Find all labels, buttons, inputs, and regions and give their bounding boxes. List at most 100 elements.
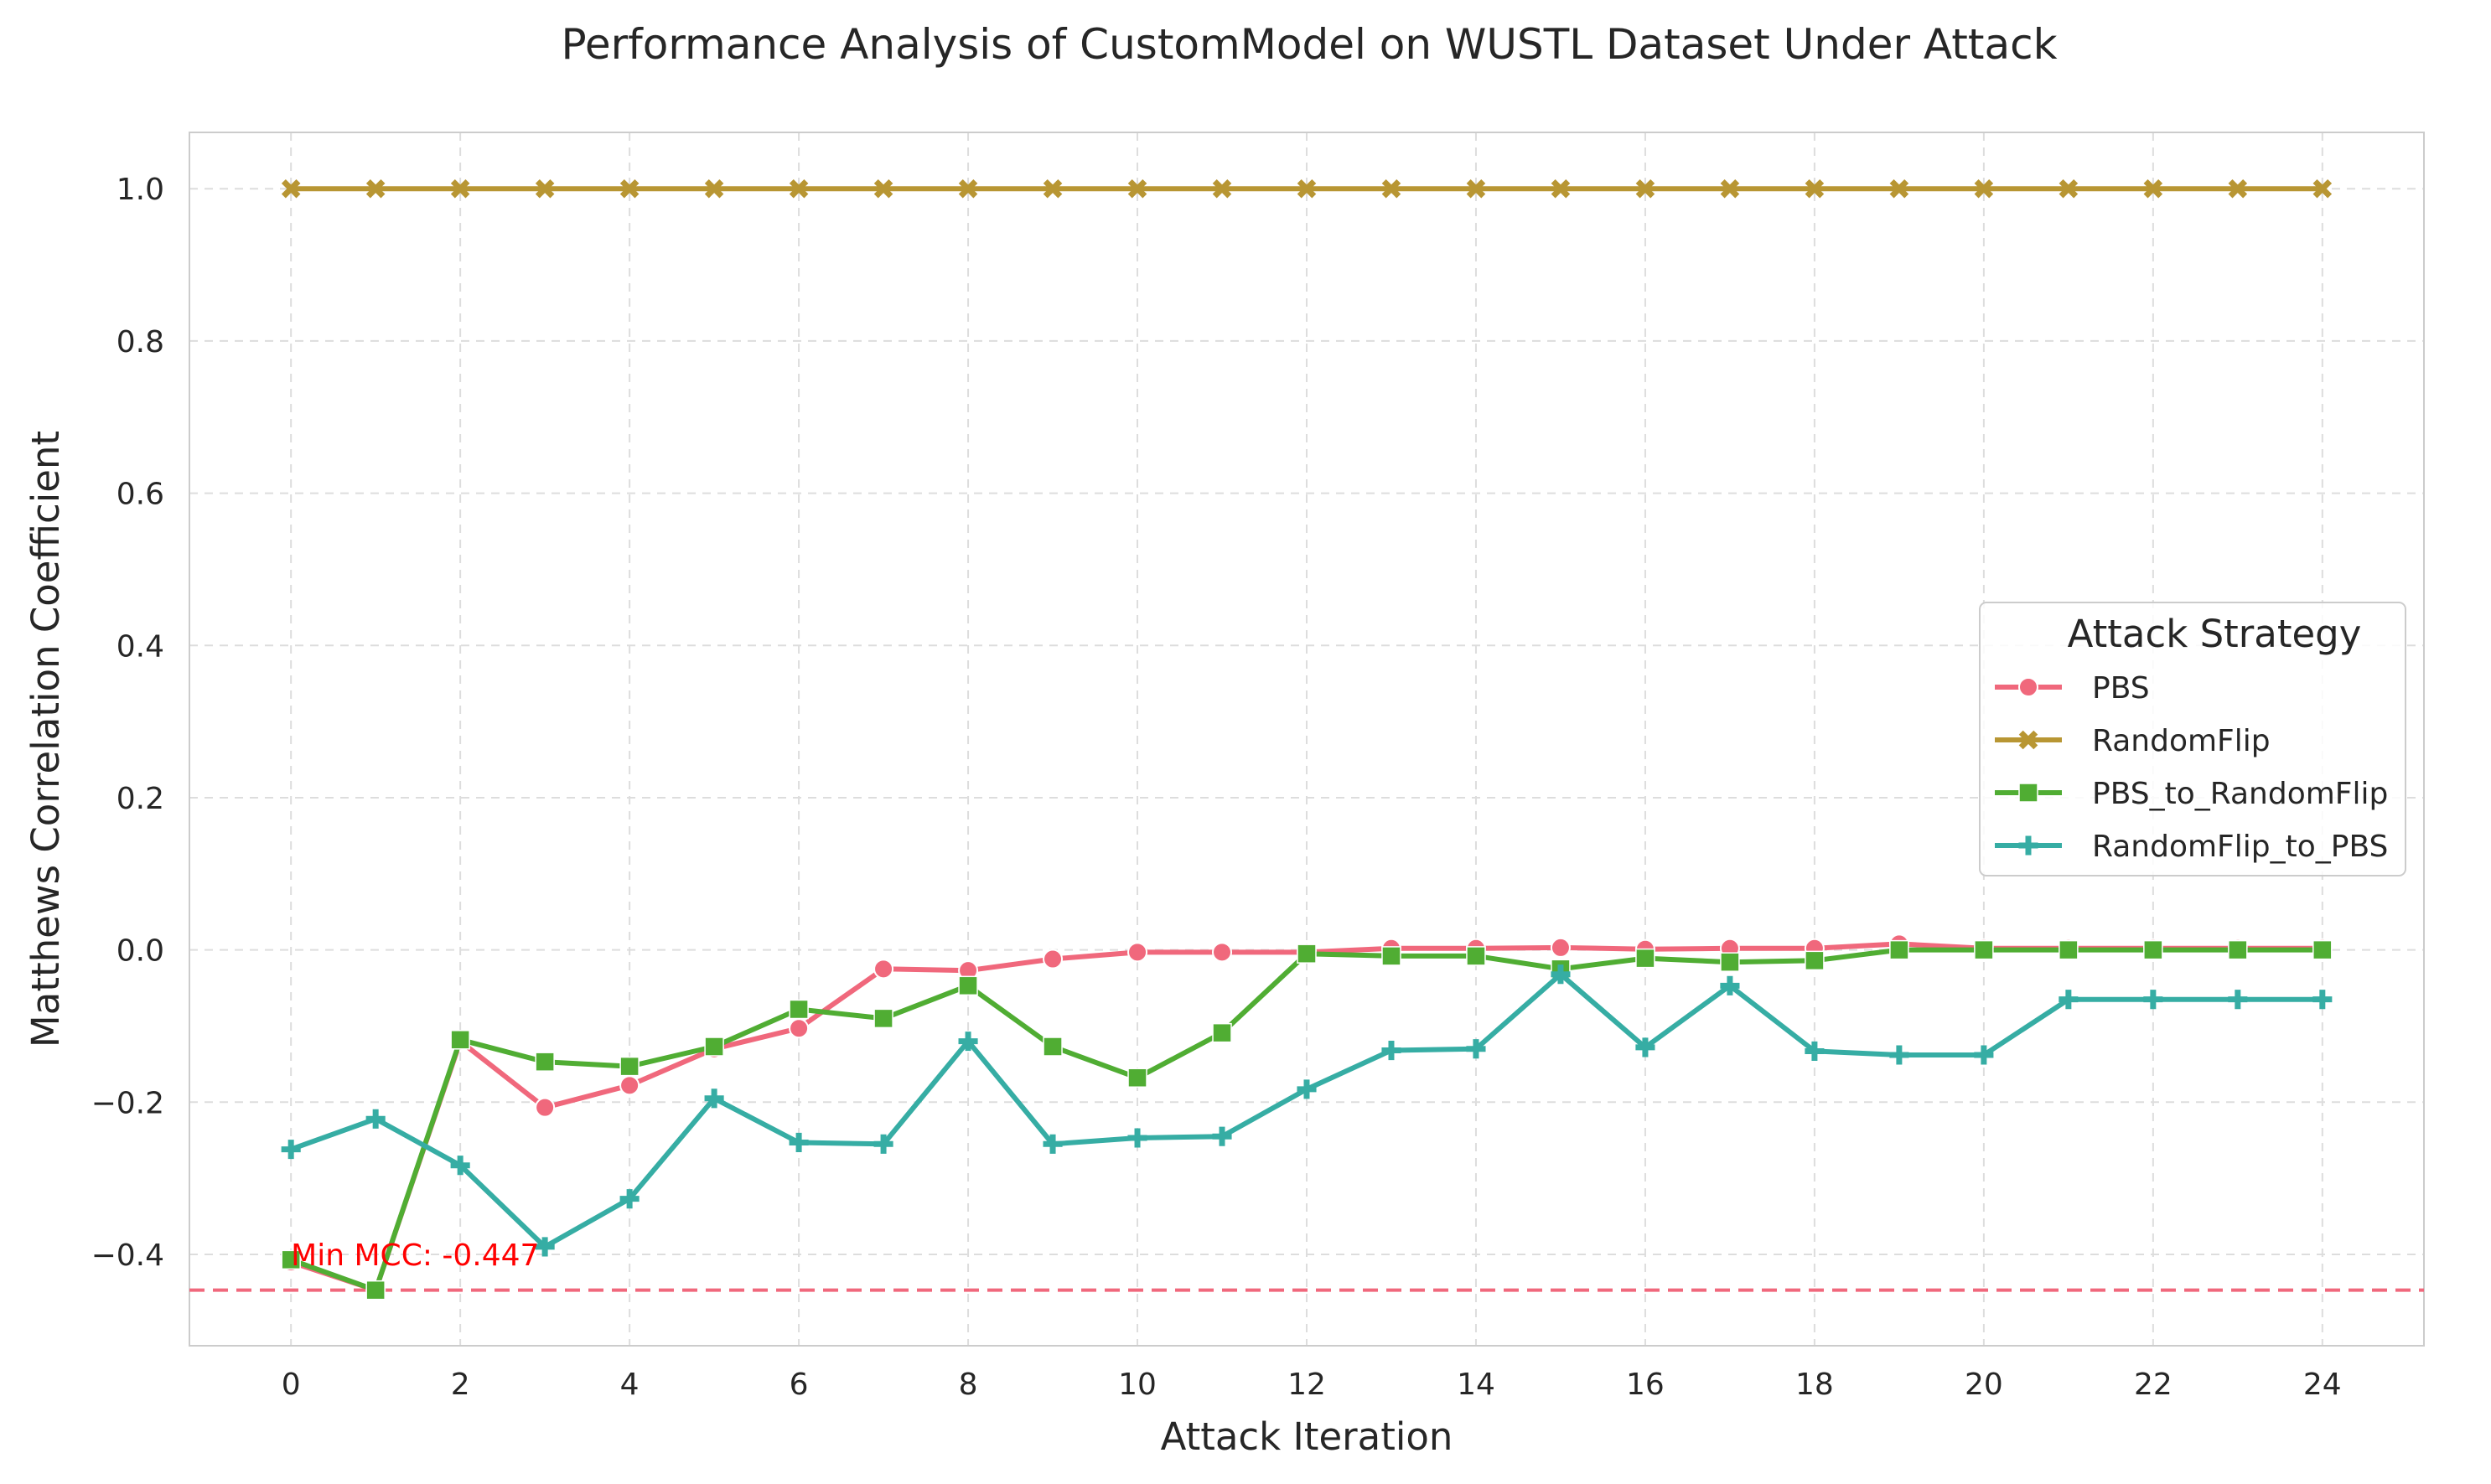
data-point: [450, 178, 470, 199]
data-point: [619, 1075, 640, 1096]
data-point: [873, 1134, 893, 1154]
data-point: [1127, 178, 1147, 199]
data-point: [619, 1189, 640, 1209]
series-randomflip: [281, 178, 2333, 199]
x-tick-label: 22: [2134, 1368, 2173, 1402]
x-tick-label: 8: [959, 1368, 978, 1402]
data-point: [1466, 1039, 1486, 1059]
data-point: [1381, 1040, 1401, 1061]
data-point: [1720, 975, 1740, 995]
legend-marker: [2018, 677, 2038, 697]
data-point: [619, 1056, 640, 1077]
data-point: [789, 999, 809, 1020]
y-tick-label: 1.0: [117, 173, 164, 207]
data-point: [1127, 1068, 1147, 1088]
data-point: [1127, 1128, 1147, 1148]
data-point: [535, 1237, 555, 1257]
data-point: [704, 178, 724, 199]
data-point: [1889, 1045, 1909, 1065]
data-point: [1635, 178, 1655, 199]
y-tick-label: 0.8: [117, 325, 164, 359]
data-point: [1889, 178, 1909, 199]
data-point: [450, 1156, 470, 1176]
data-point: [873, 178, 893, 199]
data-point: [365, 1280, 386, 1300]
data-point: [789, 178, 809, 199]
data-point: [958, 975, 978, 996]
data-point: [281, 1140, 301, 1160]
data-point: [1297, 1079, 1317, 1099]
data-point: [2059, 178, 2079, 199]
min-mcc-annotation: Min MCC: -0.447: [291, 1238, 539, 1273]
data-point: [1635, 1037, 1655, 1057]
legend-marker: [2018, 783, 2038, 803]
data-point: [535, 1097, 556, 1118]
data-point: [1212, 1126, 1232, 1146]
data-point: [1212, 178, 1232, 199]
x-tick-label: 18: [1795, 1368, 1834, 1402]
legend-item: PBS: [1995, 671, 2150, 706]
chart-title: Performance Analysis of CustomModel on W…: [561, 20, 2057, 69]
legend-marker: [2018, 835, 2038, 856]
legend-label: RandomFlip: [2092, 724, 2271, 758]
data-point: [958, 178, 978, 199]
x-tick-label: 10: [1118, 1368, 1157, 1402]
data-point: [704, 1088, 724, 1109]
y-tick-label: 0.4: [117, 629, 164, 664]
data-point: [873, 1008, 893, 1029]
data-point: [619, 178, 640, 199]
legend-label: PBS_to_RandomFlip: [2092, 777, 2388, 811]
series-pbs-to-randomflip: [281, 939, 2333, 1300]
data-point: [1043, 1037, 1063, 1057]
data-point: [1212, 942, 1233, 963]
data-point: [1720, 178, 1740, 199]
data-point: [365, 178, 386, 199]
data-point: [2059, 990, 2079, 1010]
data-point: [365, 1109, 386, 1129]
y-tick-label: 0.6: [117, 478, 164, 512]
data-point: [535, 1052, 555, 1072]
legend-item: RandomFlip_to_PBS: [1995, 830, 2388, 864]
data-point: [2312, 939, 2333, 960]
data-point: [2312, 990, 2333, 1010]
legend-box: [1979, 602, 2406, 876]
tick-labels: 0 2 4 6 8 10 12 14 16 18 20 22 24−0.4−0.20.00.20.40.…: [91, 173, 2342, 1402]
data-point: [1551, 178, 1571, 199]
data-point: [281, 1249, 301, 1270]
x-tick-label: 24: [2303, 1368, 2342, 1402]
y-tick-label: −0.2: [91, 1086, 164, 1120]
data-point: [450, 1030, 470, 1050]
y-tick-label: 0.2: [117, 782, 164, 816]
x-tick-label: 4: [620, 1368, 640, 1402]
data-point: [704, 1037, 724, 1057]
y-axis-label: Matthews Correlation Coefficient: [23, 431, 68, 1047]
legend-title: Attack Strategy: [2068, 612, 2362, 656]
legend-item: RandomFlip: [1995, 724, 2271, 758]
legend: Attack Strategy PBS RandomFlip PBS_to_Rand…: [1979, 602, 2406, 876]
data-point: [873, 959, 894, 980]
x-axis-label: Attack Iteration: [1161, 1414, 1453, 1459]
data-point: [1805, 178, 1825, 199]
data-point: [2228, 939, 2248, 960]
series-group: [281, 178, 2333, 1300]
data-point: [1297, 178, 1317, 199]
y-tick-label: −0.4: [91, 1238, 164, 1273]
plot-frame: [189, 132, 2425, 1347]
data-point: [1212, 1022, 1232, 1043]
data-point: [1043, 178, 1063, 199]
data-point: [1974, 1045, 1994, 1065]
data-point: [1805, 950, 1825, 971]
data-point: [2228, 990, 2248, 1010]
legend-items: PBS RandomFlip PBS_to_RandomFlip RandomFlip…: [1995, 671, 2388, 864]
x-tick-label: 6: [790, 1368, 809, 1402]
data-point: [1381, 946, 1401, 966]
data-point: [1635, 948, 1655, 969]
data-point: [1127, 942, 1148, 963]
x-tick-label: 20: [1965, 1368, 2003, 1402]
data-point: [1551, 964, 1571, 985]
data-point: [2143, 990, 2163, 1010]
x-tick-label: 0: [282, 1368, 301, 1402]
x-tick-label: 16: [1626, 1368, 1665, 1402]
series-randomflip-to-pbs: [281, 964, 2333, 1257]
